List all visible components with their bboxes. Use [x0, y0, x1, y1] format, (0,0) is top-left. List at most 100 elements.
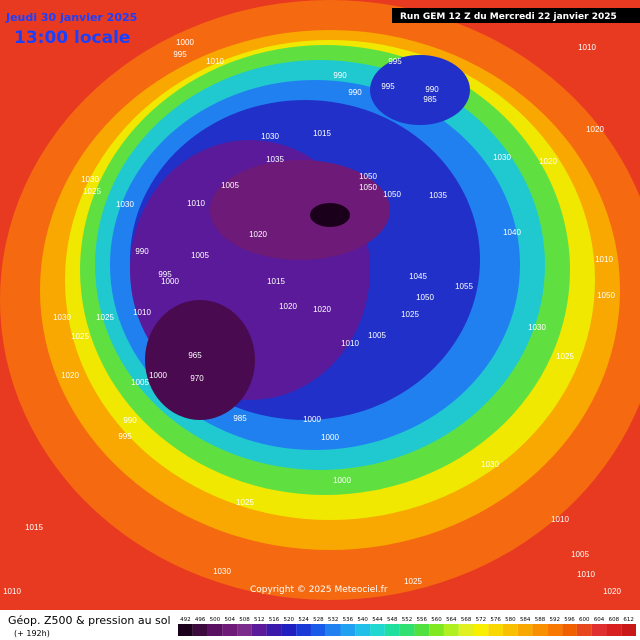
- colorbar-swatch: [370, 624, 385, 636]
- isobar-label: 1035: [266, 155, 284, 164]
- footer-lead: (+ 192h): [14, 629, 50, 638]
- isobar-label: 1020: [249, 230, 267, 239]
- isobar-label: 1010: [577, 570, 595, 579]
- colorbar-swatch: [266, 624, 282, 636]
- isobar-label: 1005: [131, 378, 149, 387]
- colorbar-label: 508: [239, 617, 250, 623]
- colorbar-label: 564: [446, 617, 457, 623]
- colorbar-swatch: [547, 624, 563, 636]
- isobar-label: 1025: [401, 310, 419, 319]
- isobar-label: 995: [173, 50, 187, 59]
- colorbar-swatch: [458, 624, 474, 636]
- colorbar-label: 608: [609, 617, 620, 623]
- isobar-label: 1015: [313, 129, 331, 138]
- height-zone: [370, 55, 470, 125]
- isobar-label: 1030: [116, 200, 134, 209]
- isobar-label: 1030: [261, 132, 279, 141]
- isobar-label: 1020: [586, 125, 604, 134]
- colorbar-label: 576: [490, 617, 501, 623]
- colorbar-label: 572: [476, 617, 487, 623]
- isobar-label: 1030: [493, 153, 511, 162]
- isobar-label: 1010: [551, 515, 569, 524]
- colorbar-label: 552: [402, 617, 413, 623]
- colorbar-swatch: [296, 624, 311, 636]
- colorbar: 492 496 500 504 508 512 516 520 524 528 532 536 540 5…: [178, 617, 636, 636]
- isobar-label: 1020: [539, 157, 557, 166]
- colorbar-label: 592: [549, 617, 560, 623]
- isobar-label: 1010: [341, 339, 359, 348]
- isobar-label: 990: [425, 85, 439, 94]
- colorbar-label: 516: [269, 617, 280, 623]
- colorbar-swatch: [192, 624, 208, 636]
- colorbar-label: 524: [298, 617, 309, 623]
- colorbar-swatch: [340, 624, 356, 636]
- colorbar-swatch: [399, 624, 415, 636]
- isobar-label: 1005: [191, 251, 209, 260]
- isobar-label: 1050: [383, 190, 401, 199]
- isobar-label: 1010: [595, 255, 613, 264]
- isobar-label: 1010: [187, 199, 205, 208]
- colorbar-label: 500: [210, 617, 221, 623]
- colorbar-label: 584: [520, 617, 531, 623]
- isobar-label: 1050: [597, 291, 615, 300]
- isobar-label: 1010: [578, 43, 596, 52]
- isobar-label: 990: [123, 416, 137, 425]
- isobar-label: 1025: [96, 313, 114, 322]
- isobar-label: 1025: [404, 577, 422, 586]
- height-zone: [145, 300, 255, 420]
- isobar-label: 1000: [303, 415, 321, 424]
- colorbar-label: 504: [224, 617, 235, 623]
- isobar-label: 1025: [71, 332, 89, 341]
- isobar-label: 1030: [213, 567, 231, 576]
- isobar-label: 1005: [571, 550, 589, 559]
- colorbar-label: 528: [313, 617, 324, 623]
- colorbar-label: 600: [579, 617, 590, 623]
- colorbar-swatch: [325, 624, 341, 636]
- colorbar-label: 544: [372, 617, 383, 623]
- isobar-label: 1040: [503, 228, 521, 237]
- height-zone: [210, 160, 390, 260]
- isobar-label: 1025: [236, 498, 254, 507]
- colorbar-swatch: [591, 624, 607, 636]
- colorbar-swatch: [429, 624, 444, 636]
- colorbar-label: 588: [535, 617, 546, 623]
- isobar-label: 1010: [206, 57, 224, 66]
- isobar-label: 1005: [368, 331, 386, 340]
- colorbar-label: 580: [505, 617, 516, 623]
- isobar-label: 1020: [313, 305, 331, 314]
- colorbar-swatch: [384, 624, 400, 636]
- isobar-label: 995: [381, 82, 395, 91]
- colorbar-swatch: [281, 624, 297, 636]
- run-box: [392, 8, 640, 23]
- colorbar-swatch: [532, 624, 548, 636]
- colorbar-label: 568: [461, 617, 472, 623]
- colorbar-swatch: [503, 624, 518, 636]
- isobar-label: 1000: [149, 371, 167, 380]
- colorbar-label: 596: [564, 617, 575, 623]
- isobar-label: 1005: [221, 181, 239, 190]
- isobar-label: 965: [188, 351, 202, 360]
- isobar-label: 995: [388, 57, 402, 66]
- isobar-label: 1020: [61, 371, 79, 380]
- colorbar-label: 512: [254, 617, 265, 623]
- colorbar-swatch: [562, 624, 577, 636]
- isobar-label: 1055: [455, 282, 473, 291]
- isobar-label: 985: [423, 95, 437, 104]
- isobar-label: 1015: [267, 277, 285, 286]
- isobar-label: 1025: [83, 187, 101, 196]
- colorbar-swatch: [576, 624, 592, 636]
- isobar-label: 1000: [333, 476, 351, 485]
- isobar-label: 1030: [53, 313, 71, 322]
- colorbar-label: 604: [594, 617, 605, 623]
- colorbar-swatch: [237, 624, 252, 636]
- isobar-label: 995: [158, 270, 172, 279]
- colorbar-label: 556: [417, 617, 428, 623]
- isobar-label: 1030: [528, 323, 546, 332]
- colorbar-swatch: [207, 624, 223, 636]
- isobar-label: 1050: [416, 293, 434, 302]
- isobar-label: 1045: [409, 272, 427, 281]
- colorbar-swatch: [222, 624, 238, 636]
- isobar-label: 970: [190, 374, 204, 383]
